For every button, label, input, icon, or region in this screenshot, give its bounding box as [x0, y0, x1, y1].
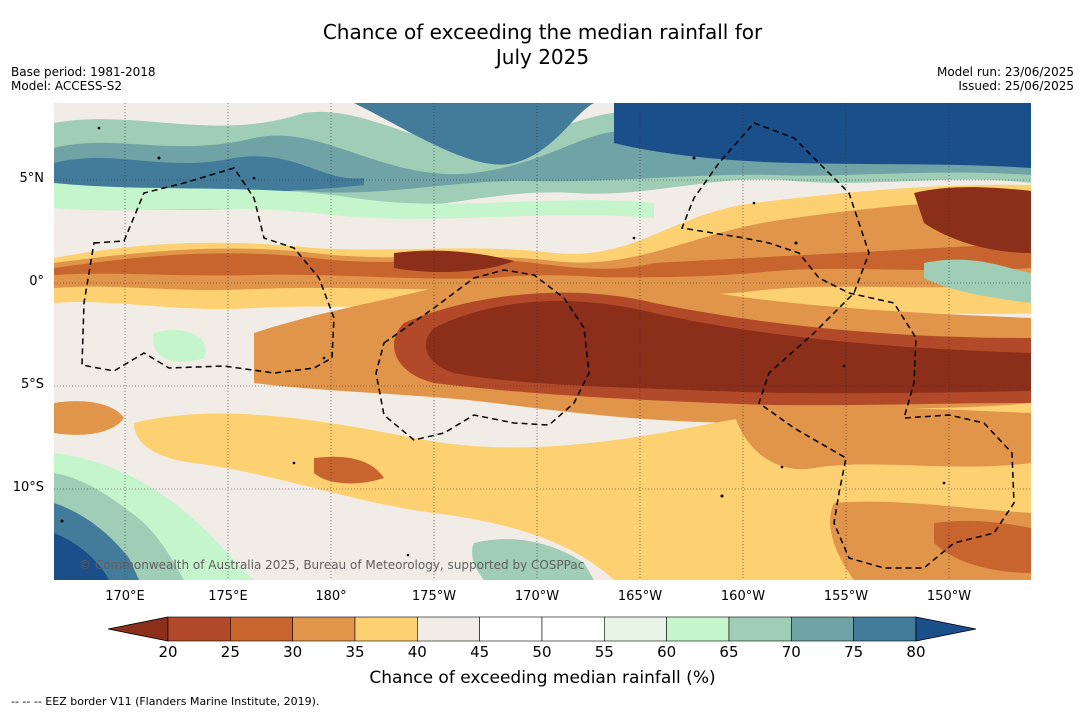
lon-label-170w: 170°W — [514, 589, 560, 604]
colorbar-extend-high — [915, 616, 977, 642]
colorbar-tick-label: 70 — [781, 643, 801, 661]
base-period: Base period: 1981-2018 — [11, 65, 156, 79]
lon-label-180: 180° — [315, 589, 347, 604]
colorbar-tick-label: 60 — [657, 643, 677, 661]
lat-label-5n: 5°N — [19, 171, 45, 186]
colorbar-tick-label: 30 — [283, 643, 303, 661]
colorbar-tick-label: 55 — [594, 643, 614, 661]
colorbar-extend-low — [108, 616, 169, 642]
colorbar-tick-label: 45 — [470, 643, 490, 661]
colorbar-segment — [230, 616, 293, 642]
colorbar — [108, 616, 977, 642]
colorbar-tick-label: 50 — [532, 643, 552, 661]
colorbar-tick-label: 25 — [220, 643, 240, 661]
title-line-2: July 2025 — [495, 45, 590, 69]
colorbar-tick-label: 80 — [906, 643, 926, 661]
colorbar-tick-label: 20 — [158, 643, 178, 661]
lon-label-170e: 170°E — [105, 589, 145, 604]
copyright-notice: © Commonwealth of Australia 2025, Bureau… — [79, 558, 585, 572]
lat-label-5s: 5°S — [20, 377, 44, 392]
lat-label-10s: 10°S — [12, 480, 44, 495]
colorbar-segment — [541, 616, 605, 642]
lon-label-155w: 155°W — [823, 589, 869, 604]
model-name: Model: ACCESS-S2 — [11, 79, 123, 93]
colorbar-segment — [479, 616, 543, 642]
colorbar-tick-label: 65 — [719, 643, 739, 661]
map-svg — [54, 103, 1031, 580]
colorbar-tick-label: 75 — [844, 643, 864, 661]
eez-footnote: -- -- -- EEZ border V11 (Flanders Marine… — [11, 695, 320, 708]
lon-label-165w: 165°W — [617, 589, 663, 604]
lat-label-0: 0° — [29, 274, 44, 289]
colorbar-segment — [417, 616, 480, 642]
colorbar-segment — [354, 616, 418, 642]
lon-label-175w: 175°W — [411, 589, 457, 604]
colorbar-segment — [666, 616, 730, 642]
lon-label-150w: 150°W — [926, 589, 972, 604]
colorbar-segment — [604, 616, 667, 642]
issued-date: Issued: 25/06/2025 — [958, 79, 1074, 93]
colorbar-segment — [292, 616, 356, 642]
colorbar-tick-label: 35 — [345, 643, 365, 661]
rainfall-map — [54, 103, 1031, 580]
meta-right: Model run: 23/06/2025 Issued: 25/06/2025 — [937, 65, 1074, 93]
colorbar-segment — [167, 616, 231, 642]
map-title: Chance of exceeding the median rainfall … — [0, 20, 1085, 70]
meta-left: Base period: 1981-2018 Model: ACCESS-S2 — [11, 65, 156, 93]
colorbar-label: Chance of exceeding median rainfall (%) — [369, 668, 716, 688]
colorbar-tick-label: 40 — [407, 643, 427, 661]
title-line-1: Chance of exceeding the median rainfall … — [322, 20, 763, 44]
colorbar-segment — [728, 616, 792, 642]
lon-label-160w: 160°W — [720, 589, 766, 604]
lon-label-175e: 175°E — [208, 589, 248, 604]
colorbar-segment — [790, 616, 854, 642]
model-run: Model run: 23/06/2025 — [936, 65, 1074, 79]
colorbar-segment — [853, 616, 917, 642]
